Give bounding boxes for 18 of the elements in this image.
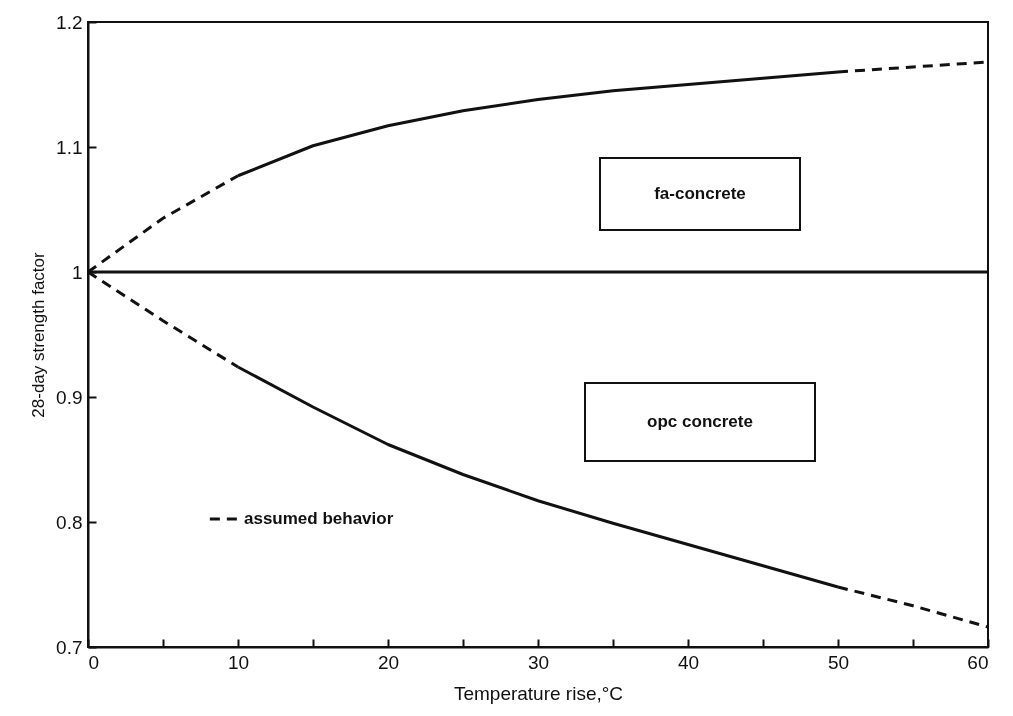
x-axis-title: Temperature rise,°C: [453, 682, 624, 704]
x-tick-label: 20: [377, 651, 400, 673]
annotation: opc concrete: [647, 412, 753, 431]
x-tick-label: 30: [527, 651, 550, 673]
y-tick-label: 1: [71, 261, 83, 283]
y-tick-label: 0.7: [56, 636, 83, 658]
x-tick-label: 0: [88, 651, 100, 673]
y-tick-label: 1.1: [56, 136, 83, 158]
y-tick-label: 1.2: [56, 11, 83, 33]
y-tick-label: 0.8: [56, 511, 83, 533]
x-tick-label: 40: [677, 651, 700, 673]
y-tick-label: 0.9: [56, 386, 83, 408]
x-tick-label: 50: [827, 651, 850, 673]
x-tick-label: 60: [967, 651, 989, 673]
legend-label: assumed behavior: [244, 509, 394, 528]
x-tick-label: 10: [227, 651, 250, 673]
annotation: fa-concrete: [654, 183, 746, 203]
y-axis-title: 28-day strength factor: [29, 251, 49, 418]
